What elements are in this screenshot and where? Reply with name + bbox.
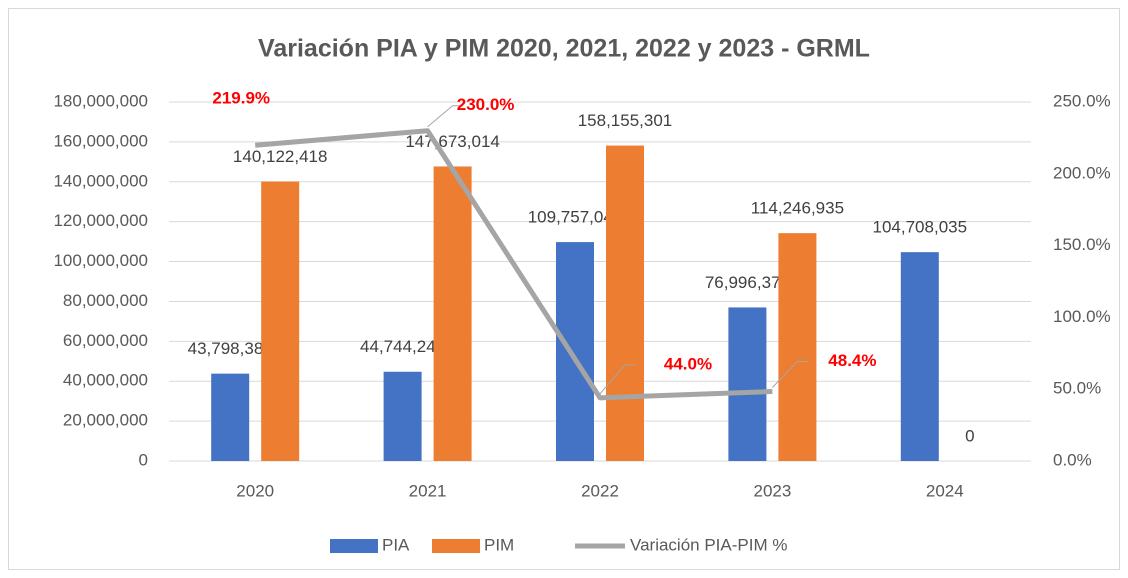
value-label: 147,673,014 (405, 132, 500, 151)
bar (606, 145, 644, 461)
value-label: 104,708,035 (873, 218, 968, 237)
value-label: 44,744,246 (360, 337, 445, 356)
leader-line (772, 360, 808, 388)
y-tick-label: 60,000,000 (63, 331, 148, 350)
y-tick-label: 160,000,000 (53, 131, 148, 150)
value-label: 114,246,935 (751, 199, 844, 218)
line-label: 44.0% (664, 354, 712, 373)
line-label: 230.0% (457, 95, 515, 114)
y-tick-label: 120,000,000 (53, 211, 148, 230)
line (254, 128, 773, 401)
x-tick-label: 2020 (236, 481, 274, 500)
y2-tick-label: 200.0% (1053, 163, 1111, 182)
y2-tick-label: 50.0% (1053, 379, 1101, 398)
leader-line (599, 364, 635, 395)
legend-label: PIM (484, 535, 514, 554)
value-label: 109,757,042 (528, 208, 623, 227)
line-label: 48.4% (828, 351, 876, 370)
value-label: 43,798,386 (188, 339, 273, 358)
bar (778, 233, 817, 461)
bar (433, 166, 472, 462)
y-tick-label: 180,000,000 (53, 91, 148, 110)
y-tick-label: 100,000,000 (53, 251, 148, 270)
y2-tick-label: 100.0% (1053, 307, 1111, 326)
legend-label: PIA (382, 535, 410, 554)
bar (556, 242, 594, 461)
value-label: 140,122,418 (233, 147, 328, 166)
y-tick-label: 40,000,000 (63, 371, 148, 390)
value-label: 0 (965, 426, 974, 445)
legend-swatch (330, 539, 378, 553)
y2-tick-label: 0.0% (1053, 450, 1092, 469)
legend-label: Variación PIA-PIM % (630, 535, 787, 554)
line-label: 219.9% (212, 89, 270, 108)
y-tick-label: 80,000,000 (63, 291, 148, 310)
x-tick-label: 2021 (409, 481, 447, 500)
x-tick-label: 2023 (753, 481, 791, 500)
y2-tick-label: 250.0% (1053, 91, 1111, 110)
chart-title: Variación PIA y PIM 2020, 2021, 2022 y 2… (258, 35, 870, 63)
y-tick-label: 140,000,000 (53, 171, 148, 190)
x-tick-label: 2022 (581, 481, 619, 500)
y2-tick-label: 150.0% (1053, 235, 1111, 254)
bar (728, 307, 767, 461)
bar (211, 373, 250, 461)
leader-line (427, 105, 463, 128)
y-tick-label: 0 (139, 450, 148, 469)
value-label: 158,155,301 (578, 111, 673, 130)
bar (383, 371, 422, 461)
legend-swatch (432, 539, 480, 553)
value-label: 76,996,375 (705, 273, 790, 292)
x-tick-label: 2024 (926, 481, 964, 500)
y-tick-label: 20,000,000 (63, 411, 148, 430)
bar (900, 252, 939, 461)
bar (261, 181, 300, 461)
